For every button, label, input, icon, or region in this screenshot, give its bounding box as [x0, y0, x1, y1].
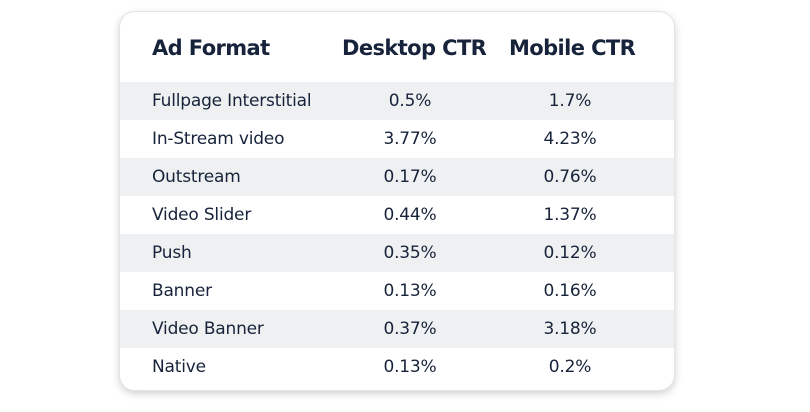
- table-row: Fullpage Interstitial 0.5% 1.7%: [120, 82, 674, 120]
- ctr-table-card: Ad Format Desktop CTR Mobile CTR Fullpag…: [119, 11, 675, 391]
- ad-format-cell: Fullpage Interstitial: [152, 91, 312, 111]
- mobile-ctr-cell: 0.16%: [543, 281, 597, 301]
- mobile-ctr-cell: 1.7%: [548, 91, 592, 111]
- mobile-ctr-cell: 0.12%: [543, 243, 597, 263]
- desktop-ctr-cell: 0.5%: [388, 91, 432, 111]
- ad-format-cell: Native: [152, 357, 206, 377]
- desktop-ctr-cell: 0.37%: [383, 319, 437, 339]
- ad-format-cell: Banner: [152, 281, 212, 301]
- ad-format-cell: Video Banner: [152, 319, 264, 339]
- desktop-ctr-cell: 0.44%: [383, 205, 437, 225]
- column-header-mobile-ctr: Mobile CTR: [509, 36, 636, 60]
- ad-format-cell: Video Slider: [152, 205, 252, 225]
- ad-format-cell: Push: [152, 243, 192, 263]
- mobile-ctr-cell: 0.2%: [548, 357, 592, 377]
- desktop-ctr-cell: 0.35%: [383, 243, 437, 263]
- desktop-ctr-cell: 0.17%: [383, 167, 437, 187]
- table-row: Video Slider 0.44% 1.37%: [120, 196, 674, 234]
- mobile-ctr-cell: 0.76%: [543, 167, 597, 187]
- mobile-ctr-cell: 3.18%: [543, 319, 597, 339]
- table-body: Fullpage Interstitial 0.5% 1.7% In-Strea…: [120, 82, 674, 386]
- ad-format-cell: Outstream: [152, 167, 241, 187]
- column-header-desktop-ctr: Desktop CTR: [342, 36, 487, 60]
- mobile-ctr-cell: 1.37%: [543, 205, 597, 225]
- table-header: Ad Format Desktop CTR Mobile CTR: [120, 12, 674, 82]
- desktop-ctr-cell: 0.13%: [383, 357, 437, 377]
- mobile-ctr-cell: 4.23%: [543, 129, 597, 149]
- table-row: Native 0.13% 0.2%: [120, 348, 674, 386]
- table-row: Banner 0.13% 0.16%: [120, 272, 674, 310]
- table-row: In-Stream video 3.77% 4.23%: [120, 120, 674, 158]
- column-header-ad-format: Ad Format: [152, 36, 270, 60]
- table-row: Push 0.35% 0.12%: [120, 234, 674, 272]
- table-row: Video Banner 0.37% 3.18%: [120, 310, 674, 348]
- table-row: Outstream 0.17% 0.76%: [120, 158, 674, 196]
- desktop-ctr-cell: 0.13%: [383, 281, 437, 301]
- desktop-ctr-cell: 3.77%: [383, 129, 437, 149]
- ad-format-cell: In-Stream video: [152, 129, 285, 149]
